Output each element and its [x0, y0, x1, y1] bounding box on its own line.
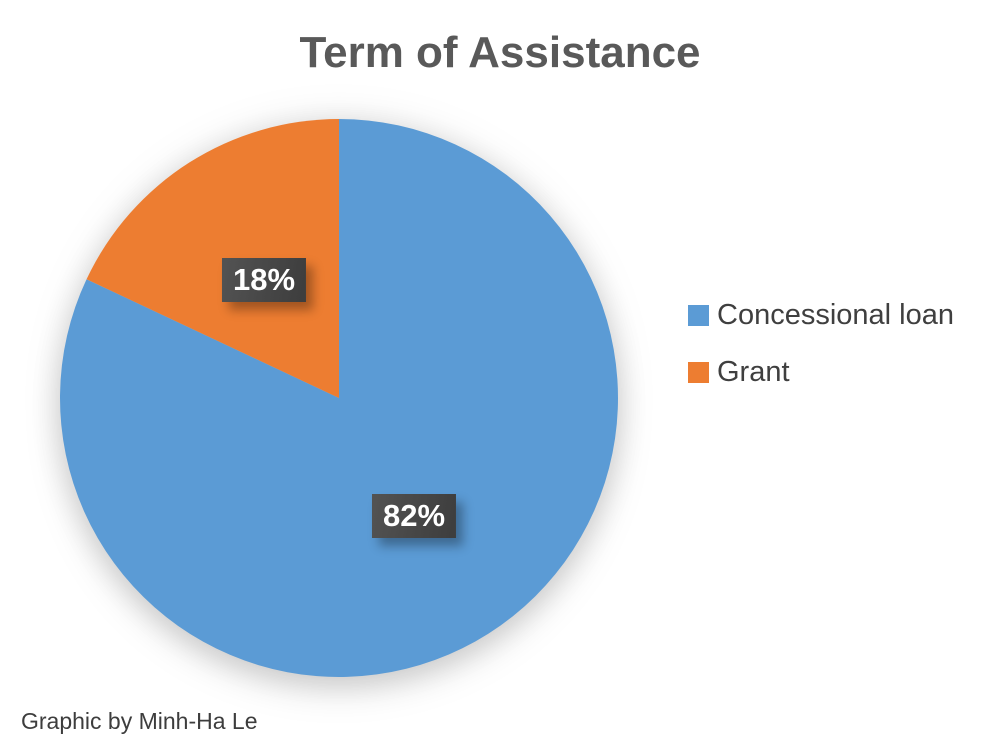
pie-slice-concessional-loan: [59, 119, 618, 677]
legend-label-grant: Grant: [717, 355, 790, 388]
legend-swatch-concessional-loan-icon: [688, 304, 709, 326]
chart-title: Term of Assistance: [299, 28, 701, 77]
legend-item-concessional-loan: Concessional loan: [688, 297, 954, 333]
pie-slice-grant: [86, 119, 339, 398]
credit-text: Graphic by Minh-Ha Le: [21, 708, 258, 734]
legend-label-concessional-loan: Concessional loan: [717, 298, 954, 331]
legend-item-grant: Grant: [688, 354, 954, 390]
legend: Concessional loan Grant: [688, 297, 954, 411]
legend-swatch-grant-icon: [688, 361, 709, 383]
